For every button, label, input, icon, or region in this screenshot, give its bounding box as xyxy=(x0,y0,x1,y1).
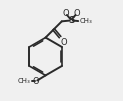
Text: CH₃: CH₃ xyxy=(80,18,93,24)
Text: O: O xyxy=(33,77,39,86)
Text: O: O xyxy=(62,9,69,18)
Text: CH₃: CH₃ xyxy=(18,78,31,84)
Text: S: S xyxy=(68,16,74,25)
Text: O: O xyxy=(61,38,67,47)
Text: O: O xyxy=(73,9,80,18)
